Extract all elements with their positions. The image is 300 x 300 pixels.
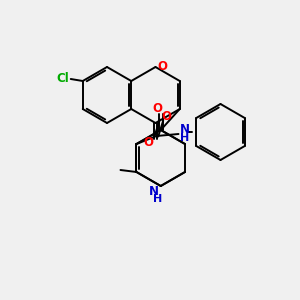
Text: O: O [161,110,172,122]
Text: O: O [158,59,167,73]
Text: H: H [180,133,189,143]
Text: H: H [153,194,162,204]
Text: Cl: Cl [56,71,69,85]
Text: O: O [153,103,163,116]
Text: O: O [143,136,154,148]
Text: N: N [179,122,190,136]
Text: N: N [149,184,159,197]
